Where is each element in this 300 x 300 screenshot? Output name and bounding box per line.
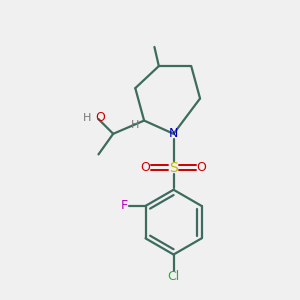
Text: Cl: Cl xyxy=(167,270,180,283)
Text: F: F xyxy=(120,200,128,212)
Text: S: S xyxy=(169,161,178,175)
Text: O: O xyxy=(141,161,151,174)
Text: O: O xyxy=(196,161,206,174)
Text: H: H xyxy=(83,112,92,123)
Text: H: H xyxy=(131,120,140,130)
Text: O: O xyxy=(95,111,105,124)
Text: N: N xyxy=(169,127,178,140)
